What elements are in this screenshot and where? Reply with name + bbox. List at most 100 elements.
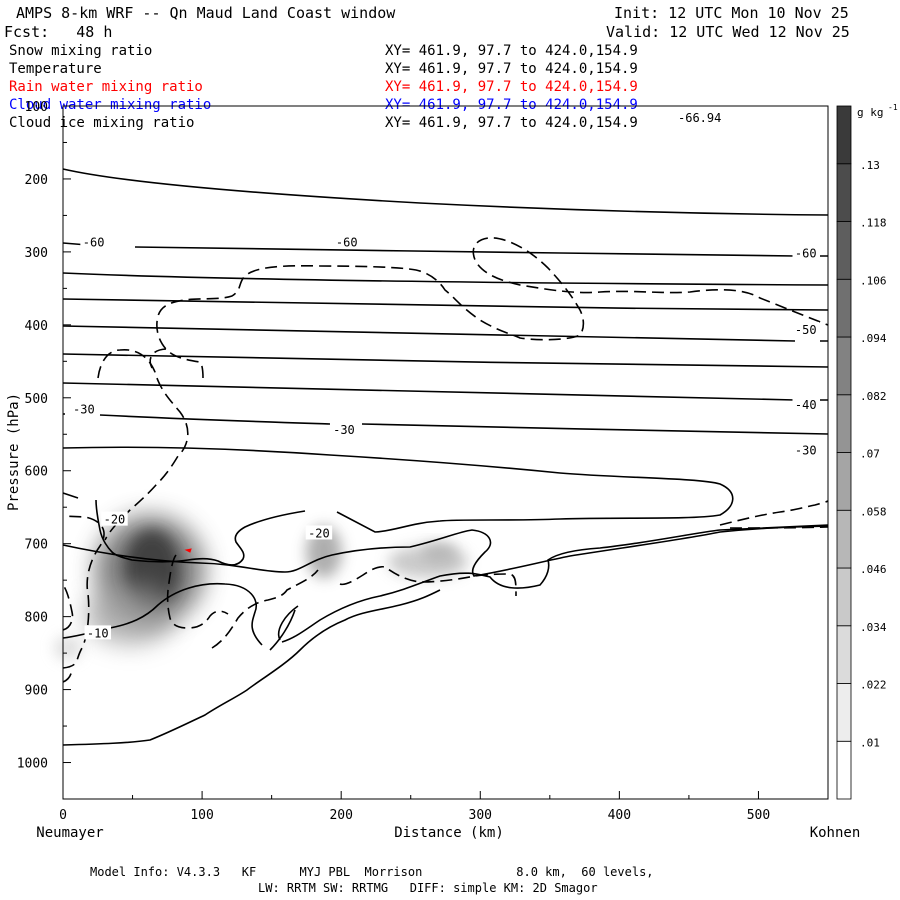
max-value-label: -66.94 [678, 111, 722, 125]
colorbar-level-label: .082 [860, 390, 887, 403]
field-name: Cloud ice mixing ratio [9, 115, 195, 131]
contour-label-bg [792, 442, 819, 457]
y-tick-label: 1000 [17, 757, 48, 772]
colorbar-level-label: .118 [860, 217, 887, 230]
model-info: Model Info: V4.3.3 KF MYJ PBL Morrison 8… [90, 865, 654, 879]
contour-label: -30 [73, 402, 95, 416]
colorbar-bin [836, 394, 852, 453]
colorbar-bin [836, 278, 852, 338]
temperature-contour [63, 413, 829, 435]
cloud-ice-contour [62, 667, 73, 683]
field-xy: XY= 461.9, 97.7 to 424.0,154.9 [385, 61, 638, 77]
colorbar: .01 .022 .034 .046 .058 .07 .082 .094 .106 .118 .1… [836, 103, 898, 800]
colorbar-bin [836, 509, 852, 569]
colorbar-bin [836, 105, 852, 165]
contour-label: -30 [333, 423, 355, 437]
y-tick-label: 900 [25, 684, 48, 699]
temperature-contour [62, 589, 441, 746]
y-tick-label: 600 [25, 465, 48, 480]
colorbar-level-label: .094 [860, 332, 887, 345]
colorbar-bin [836, 336, 852, 396]
cloud-ice-contour [156, 237, 829, 379]
contour-label-bg [70, 401, 98, 416]
cloud-ice-contour [211, 569, 319, 649]
contour-label-bg [84, 625, 112, 640]
y-axis-label: Pressure (hPa) [6, 393, 22, 511]
x-tick-label: 400 [608, 808, 631, 823]
colorbar-level-label: .022 [860, 679, 887, 692]
x-axis-label: Distance (km) [394, 825, 504, 841]
contour-label: -50 [795, 323, 817, 337]
contour-label: -20 [308, 526, 330, 540]
snow-shading [54, 515, 468, 660]
temperature-contour [62, 168, 829, 216]
cloud-ice-contour [166, 554, 229, 629]
chart-title: AMPS 8-km WRF -- Qn Maud Land Coast wind… [16, 4, 396, 22]
contour-label: -60 [795, 246, 817, 260]
field-name: Cloud water mixing ratio [9, 97, 212, 113]
y-tick-label: 500 [25, 392, 48, 407]
y-tick-label: 800 [25, 611, 48, 626]
colorbar-level-label: .07 [860, 448, 880, 461]
temperature-contour [62, 272, 829, 286]
field-name: Temperature [9, 61, 102, 77]
field-name: Rain water mixing ratio [9, 79, 203, 95]
contour-label-bg [305, 525, 333, 540]
y-tick-label: 700 [25, 538, 48, 553]
x-tick-label: 500 [747, 808, 770, 823]
contour-label: -30 [795, 443, 817, 457]
contour-label-bg [333, 234, 360, 249]
cloud-ice-contour [719, 500, 829, 526]
snow-south-spot [54, 636, 82, 660]
init-time: Init: 12 UTC Mon 10 Nov 25 [614, 4, 849, 22]
temperature-contours [62, 168, 829, 746]
colorbar-bin [836, 740, 852, 800]
cloud-ice-contour [149, 348, 167, 369]
cloud-ice-contour [97, 349, 189, 541]
field-xy: XY= 461.9, 97.7 to 424.0,154.9 [385, 97, 638, 113]
field-name: Snow mixing ratio [9, 43, 153, 59]
temperature-contour [62, 242, 828, 257]
snow-east-core [422, 543, 458, 563]
rain-water-mark [184, 548, 192, 553]
cloud-ice-contours [62, 237, 829, 683]
field-xy: XY= 461.9, 97.7 to 424.0,154.9 [385, 43, 638, 59]
temperature-contour [62, 325, 828, 342]
x-tick-label: 100 [190, 808, 213, 823]
colorbar-bin [836, 567, 852, 627]
contour-label-bg [330, 421, 358, 436]
contour-label: -60 [83, 235, 105, 249]
contour-label-bg [792, 397, 819, 412]
y-tick-label: 300 [25, 246, 48, 261]
colorbar-unit: g kg [857, 106, 884, 119]
contour-label-bg [792, 245, 819, 260]
plot-frame [62, 105, 829, 800]
colorbar-unit-exponent: -1 [888, 103, 898, 112]
right-endpoint-label: Kohnen [810, 825, 861, 841]
contour-label: -60 [336, 235, 358, 249]
contour-label: -20 [104, 513, 126, 527]
x-tick-label: 200 [329, 808, 352, 823]
colorbar-bin [836, 683, 852, 742]
temperature-contour [62, 353, 829, 368]
cloud-ice-contour [62, 584, 74, 631]
cloud-ice-contour [339, 565, 517, 597]
colorbar-level-label: .046 [860, 563, 887, 576]
colorbar-bin [836, 163, 852, 222]
cloud-ice-contour [62, 515, 105, 669]
y-tick-label: 400 [25, 319, 48, 334]
temperature-contour [62, 524, 829, 651]
model-physics: LW: RRTM SW: RRTMG DIFF: simple KM: 2D S… [258, 881, 598, 895]
temperature-contour [62, 382, 828, 401]
field-xy: XY= 461.9, 97.7 to 424.0,154.9 [385, 115, 638, 131]
field-xy: XY= 461.9, 97.7 to 424.0,154.9 [385, 79, 638, 95]
y-tick-label: 200 [25, 173, 48, 188]
contour-label: -40 [795, 398, 817, 412]
colorbar-level-label: .058 [860, 505, 887, 518]
contour-label: -10 [87, 626, 109, 640]
valid-time: Valid: 12 UTC Wed 12 Nov 25 [606, 23, 850, 41]
colorbar-level-label: .106 [860, 274, 887, 287]
left-endpoint-label: Neumayer [36, 825, 103, 841]
contour-label-bg [80, 234, 107, 249]
